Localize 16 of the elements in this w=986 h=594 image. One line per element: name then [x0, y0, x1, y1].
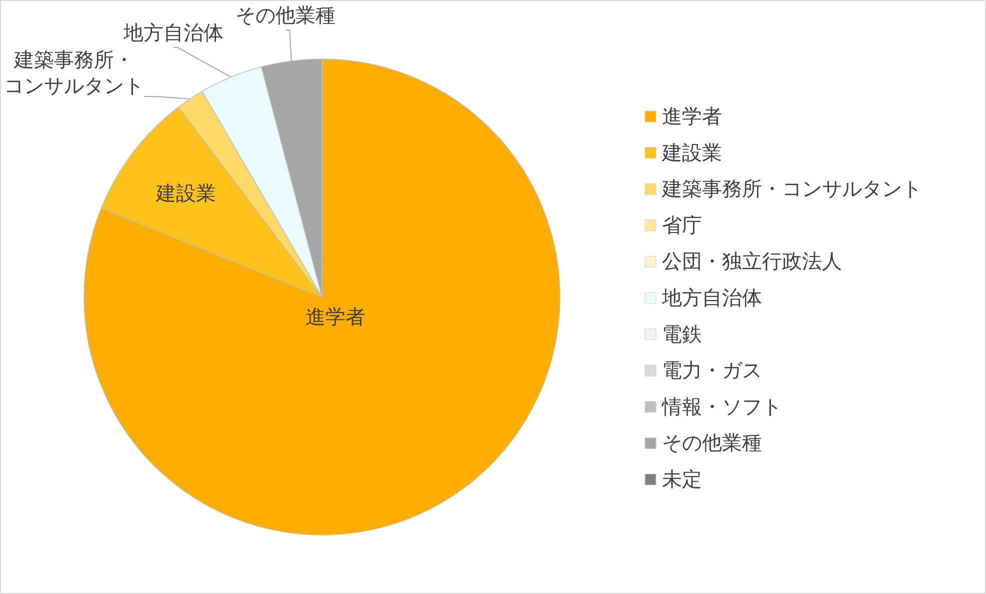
legend-label: 公団・独立行政法人	[662, 249, 842, 274]
slice-label: 建設業	[154, 180, 216, 205]
legend-label: 省庁	[662, 212, 702, 237]
legend-label: 情報・ソフト	[661, 394, 782, 418]
slice-label: 建築事務所・コンサルタント	[4, 47, 144, 98]
legend-label: 地方自治体	[661, 286, 762, 310]
slice-label: その他業種	[236, 3, 336, 27]
legend-label: 建設業	[661, 140, 722, 164]
legend-label: その他業種	[662, 430, 762, 455]
legend-label: 電力・ガス	[662, 358, 762, 382]
legend-label: 電鉄	[662, 322, 702, 346]
slice-label: 地方自治体	[122, 20, 224, 45]
legend-label: 未定	[662, 467, 702, 491]
legend-label: 建築事務所・コンサルタント	[661, 176, 922, 201]
legend-label: 進学者	[662, 104, 722, 128]
slice-label: 進学者	[305, 304, 366, 329]
